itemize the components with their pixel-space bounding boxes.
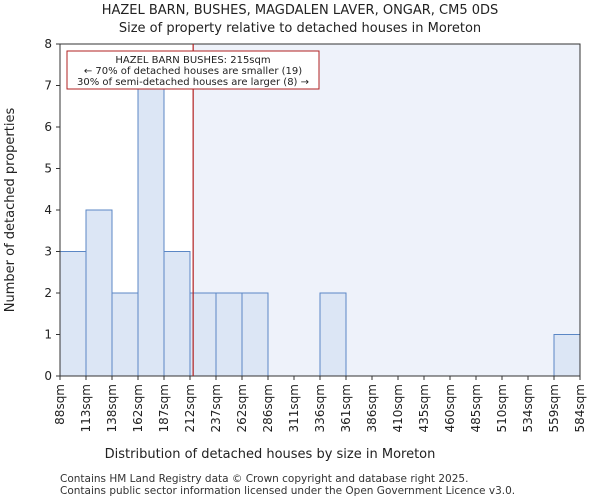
annotation-line-1: HAZEL BARN BUSHES: 215sqm <box>115 55 270 66</box>
x-tick-label: 88sqm <box>53 384 67 425</box>
y-tick-label: 8 <box>44 37 52 51</box>
annotation-frame <box>66 50 320 90</box>
x-tick-label: 187sqm <box>157 384 171 432</box>
histogram-bar <box>163 251 191 377</box>
x-tick-label: 286sqm <box>261 384 275 432</box>
x-tick-label: 336sqm <box>313 384 327 432</box>
x-tick-label: 386sqm <box>365 384 379 432</box>
x-tick-label: 212sqm <box>183 384 197 432</box>
y-tick-label: 1 <box>44 328 52 342</box>
x-axis-label: Distribution of detached houses by size … <box>105 447 436 462</box>
y-tick-label: 7 <box>44 79 52 93</box>
y-tick-label: 5 <box>44 162 52 176</box>
plot-area: 0 1 2 3 4 5 6 7 8 88sqm 113sqm 138sqm 162sqm 187sqm 2… <box>44 37 587 432</box>
y-tick-label: 4 <box>44 203 52 217</box>
histogram-bar <box>215 292 243 377</box>
x-tick-label: 510sqm <box>495 384 509 432</box>
histogram-bar <box>59 251 87 377</box>
x-tick-label: 559sqm <box>547 384 561 432</box>
footer-line-2: Contains public sector information licen… <box>60 485 515 497</box>
y-tick-label: 6 <box>44 120 52 134</box>
x-tick-label: 361sqm <box>339 384 353 432</box>
x-tick-label: 138sqm <box>105 384 119 432</box>
chart-title: HAZEL BARN, BUSHES, MAGDALEN LAVER, ONGA… <box>102 3 499 18</box>
annotation-box: HAZEL BARN BUSHES: 215sqm ← 70% of detac… <box>66 50 320 90</box>
histogram-bar <box>553 334 581 377</box>
y-tick-label: 3 <box>44 245 52 259</box>
y-tick-label: 0 <box>44 369 52 383</box>
x-tick-label: 162sqm <box>131 384 145 432</box>
x-tick-label: 262sqm <box>235 384 249 432</box>
annotation-line-2: ← 70% of detached houses are smaller (19… <box>84 66 302 77</box>
histogram-bar <box>189 292 217 377</box>
annotation-line-3: 30% of semi-detached houses are larger (… <box>77 77 309 88</box>
chart-subtitle: Size of property relative to detached ho… <box>119 21 481 36</box>
histogram-bar <box>137 85 165 377</box>
y-axis-label: Number of detached properties <box>3 108 18 313</box>
histogram-bar <box>85 209 113 377</box>
x-tick-label: 113sqm <box>79 384 93 432</box>
histogram-bar <box>241 292 269 377</box>
x-tick-label: 584sqm <box>573 384 587 432</box>
x-tick-label: 485sqm <box>469 384 483 432</box>
x-tick-label: 460sqm <box>443 384 457 432</box>
x-tick-label: 410sqm <box>391 384 405 432</box>
footer-line-1: Contains HM Land Registry data © Crown c… <box>60 473 468 485</box>
x-tick-label: 534sqm <box>521 384 535 432</box>
y-tick-label: 2 <box>44 286 52 300</box>
histogram-bar <box>111 292 139 377</box>
x-tick-label: 237sqm <box>209 384 223 432</box>
x-tick-label: 311sqm <box>287 384 301 432</box>
histogram-bar <box>319 292 347 377</box>
x-tick-label: 435sqm <box>417 384 431 432</box>
